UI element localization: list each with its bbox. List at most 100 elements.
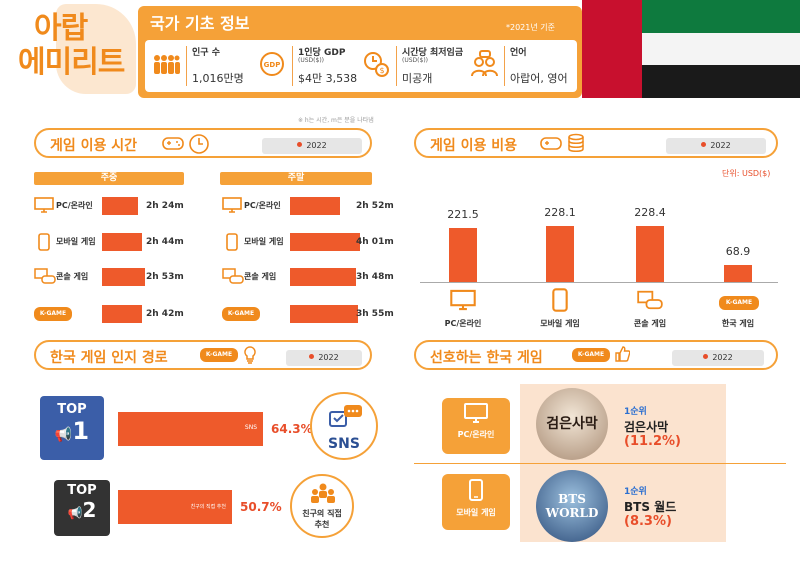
info-value: 아랍어, 영어	[510, 72, 568, 85]
gdp-globe-icon: GDP	[258, 50, 286, 78]
spending-bar	[546, 226, 574, 282]
time-unit-note: ※ h는 시간, m은 분을 나타냄	[298, 117, 374, 124]
play-time-title: 게임 이용 시간	[50, 138, 138, 154]
info-separator	[186, 46, 187, 86]
spending-value: 228.4	[634, 206, 666, 219]
sns-circle: SNS	[310, 392, 378, 460]
monitor-icon	[34, 197, 54, 217]
spending-value: 68.9	[725, 245, 751, 258]
clock-icon	[188, 133, 210, 159]
monitor-icon	[433, 288, 493, 317]
phone-icon	[530, 288, 590, 317]
game-name: 검은사막	[624, 420, 669, 434]
recognition-title: 한국 게임 인지 경로	[50, 350, 168, 366]
time-value: 2h 24m	[146, 201, 184, 211]
row-label: 모바일 게임	[56, 237, 96, 246]
info-cell-gdp: GDP 1인당 GDP (USD($)) $4만 3,538	[254, 40, 358, 92]
uae-flag	[582, 0, 800, 98]
megaphone-icon: 📢	[54, 427, 73, 443]
platform-label: 모바일 게임	[456, 508, 496, 517]
chart-baseline	[420, 282, 778, 283]
info-separator	[292, 46, 293, 86]
rank-badge-2: TOP 📢2	[54, 480, 110, 536]
basic-info-note: *2021년 기준	[506, 23, 555, 32]
flag-red-stripe	[582, 0, 642, 98]
info-cell-population: 인구 수 1,016만명	[148, 40, 252, 92]
info-cell-wage: $ 시간당 최저임금 (USD($)) 미공개	[358, 40, 470, 92]
info-value: 미공개	[402, 72, 433, 85]
platform-box-pc: PC/온라인	[442, 398, 510, 454]
kgame-icon: K-GAME	[222, 307, 260, 321]
spending-label: 모바일 게임	[540, 319, 580, 328]
row-label: 콘솔 게임	[244, 272, 277, 281]
info-separator	[396, 46, 397, 86]
time-bar	[102, 268, 145, 286]
gamepad-icon	[162, 133, 184, 157]
spending-value: 221.5	[447, 208, 479, 221]
friend-circle-label: 친구의 직접 추천	[302, 509, 342, 529]
spending-value: 228.1	[544, 206, 576, 219]
info-value: $4만 3,538	[298, 72, 358, 85]
flag-black-stripe	[642, 65, 800, 98]
lightbulb-icon	[242, 345, 258, 369]
preferred-divider	[414, 463, 786, 464]
spending-bar	[449, 228, 477, 282]
kgame-icon: K-GAME	[719, 296, 759, 310]
year-label: 2022	[306, 141, 327, 150]
time-value: 2h 44m	[146, 237, 184, 247]
year-pill: 2022	[672, 350, 764, 366]
basic-info-inner	[145, 40, 577, 92]
time-value: 2h 42m	[146, 309, 184, 319]
rank-top-label: TOP	[57, 402, 87, 417]
recognition-pct: 64.3%	[271, 422, 313, 436]
country-title: 아랍 에미리트	[18, 12, 140, 80]
recognition-pct: 50.7%	[240, 500, 282, 514]
country-name-line1: 아랍	[34, 11, 88, 46]
monitor-icon	[222, 197, 242, 217]
rank-number-text: 2	[82, 498, 97, 522]
time-value: 2h 52m	[356, 201, 394, 211]
spending-bar	[724, 265, 752, 282]
rank-top-label: TOP	[67, 483, 97, 498]
country-map-shape	[56, 4, 136, 94]
console-icon	[222, 268, 244, 288]
recognition-bar: SNS	[118, 412, 263, 446]
time-value: 2h 53m	[146, 272, 184, 282]
kgame-icon: K-GAME	[572, 348, 610, 362]
recognition-bar: 친구의 직접 추천	[118, 490, 232, 524]
dot-icon	[701, 142, 707, 147]
weekday-header: 주중	[34, 172, 184, 185]
info-label: 인구 수	[192, 48, 220, 58]
coin-stack-icon	[566, 133, 586, 159]
time-bar	[290, 305, 358, 323]
svg-text:$: $	[379, 66, 384, 75]
game-art-title: BTS WORLD	[545, 492, 599, 520]
row-label: 콘솔 게임	[56, 272, 89, 281]
dot-icon	[703, 354, 709, 359]
recognition-bar-label: 친구의 직접 추천	[190, 504, 226, 510]
spending-label: 한국 게임	[721, 319, 755, 328]
year-label: 2022	[318, 353, 339, 362]
spending-header: 게임 이용 비용 2022	[414, 128, 778, 158]
spending-bar	[636, 226, 664, 282]
game-art-title: 검은사막	[546, 416, 598, 432]
group-people-icon	[310, 482, 336, 508]
year-pill: 2022	[286, 350, 362, 366]
console-icon	[620, 288, 680, 317]
game-pct: (11.2%)	[624, 434, 681, 449]
preferred-header: 선호하는 한국 게임 K-GAME 2022	[414, 340, 778, 370]
info-value: 1,016만명	[192, 72, 244, 85]
recognition-bar-label: SNS	[244, 424, 257, 431]
year-pill: 2022	[262, 138, 362, 154]
info-cell-language: 언어 아랍어, 영어	[466, 40, 576, 92]
time-bar	[102, 233, 142, 251]
info-sub: (USD($))	[298, 57, 325, 64]
kgame-icon: K-GAME	[34, 307, 72, 321]
flag-green-stripe	[642, 0, 800, 33]
info-label: 언어	[510, 48, 527, 58]
dot-icon	[297, 142, 303, 147]
time-value: 4h 01m	[356, 237, 394, 247]
monitor-icon	[442, 398, 510, 429]
time-value: 3h 55m	[356, 309, 394, 319]
row-label: 모바일 게임	[244, 237, 284, 246]
